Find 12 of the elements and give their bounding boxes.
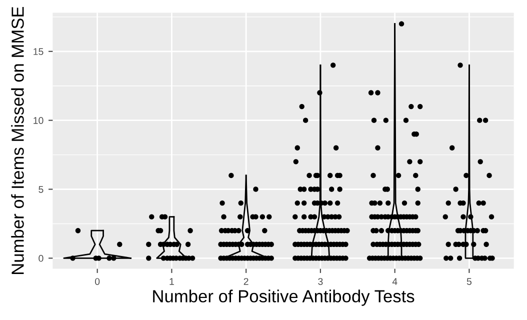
y-tick-label: 0 <box>38 254 44 262</box>
x-tick-label: 1 <box>170 278 174 285</box>
x-tick-label: 4 <box>392 278 398 285</box>
x-tick-label: 3 <box>318 278 323 285</box>
x-tick-label: 0 <box>95 278 100 285</box>
x-axis-title: Number of Positive Antibody Tests <box>153 290 414 306</box>
y-axis-title: Number of Items Missed on MMSE <box>11 6 24 274</box>
y-tick-label: 15 <box>34 48 44 56</box>
x-tick-label: 2 <box>244 278 248 285</box>
x-tick-label: 5 <box>466 278 472 285</box>
y-tick-label: 5 <box>38 186 44 193</box>
y-tick-label: 10 <box>34 117 44 124</box>
